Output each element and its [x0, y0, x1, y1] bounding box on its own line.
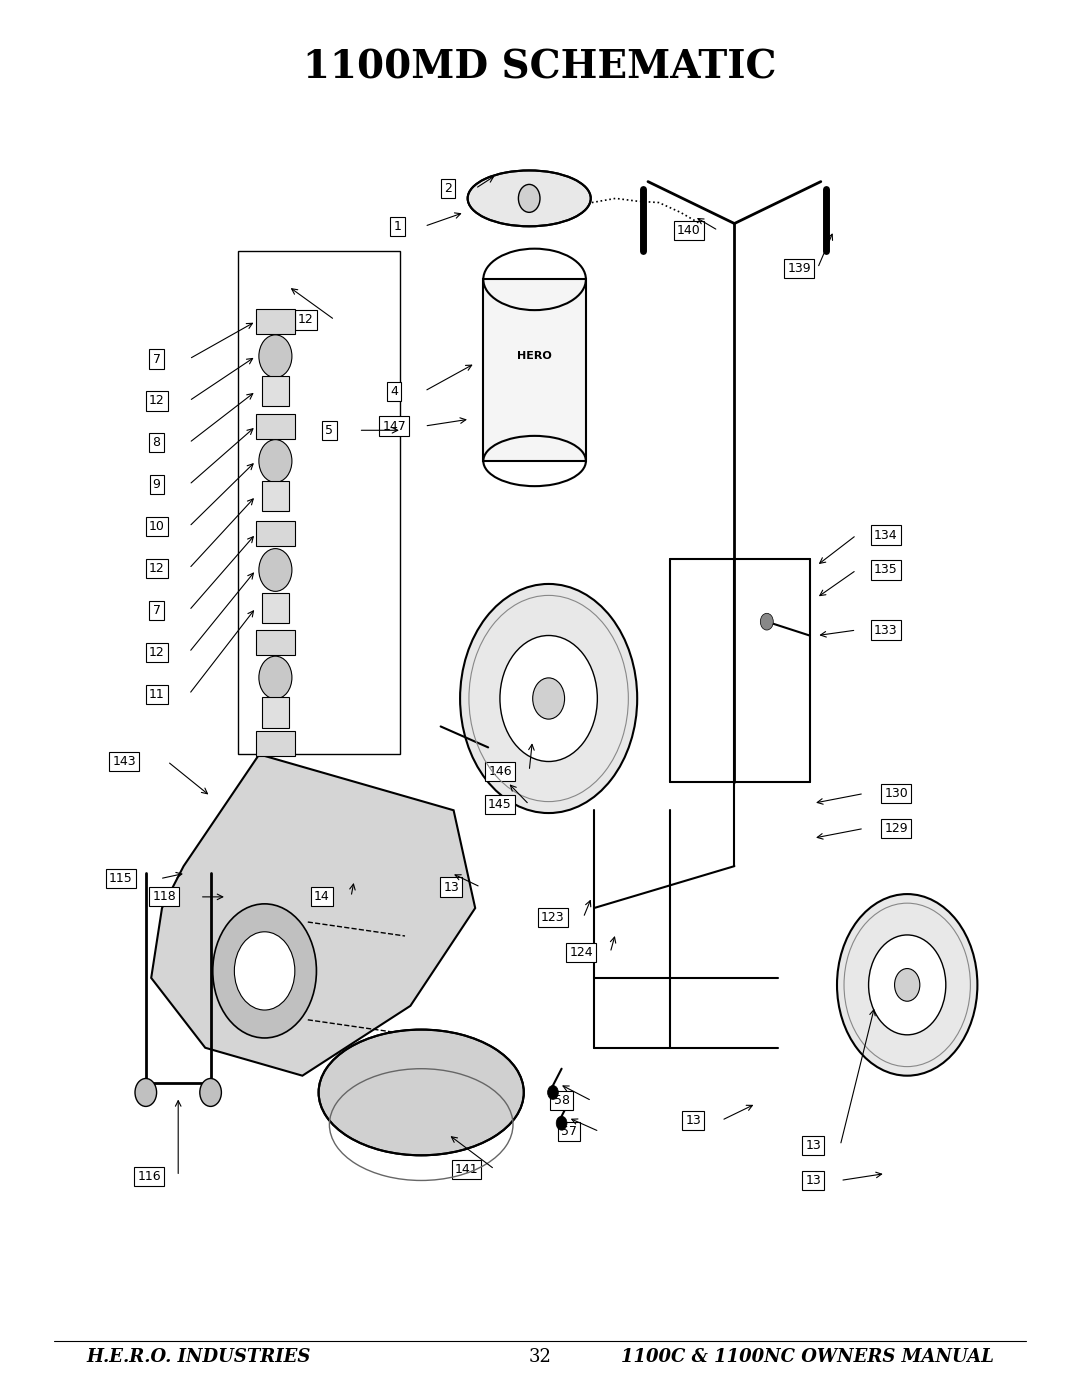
Bar: [256, 414, 295, 439]
Text: 13: 13: [806, 1173, 821, 1187]
Circle shape: [259, 549, 292, 591]
Text: 32: 32: [528, 1348, 552, 1366]
Text: 129: 129: [885, 821, 908, 835]
Circle shape: [518, 184, 540, 212]
Bar: [256, 630, 295, 655]
Text: 135: 135: [874, 563, 897, 577]
Text: 13: 13: [444, 880, 459, 894]
Circle shape: [760, 613, 773, 630]
Bar: [261, 697, 289, 728]
Text: 8: 8: [152, 436, 161, 450]
Text: 5: 5: [325, 423, 334, 437]
Text: 10: 10: [149, 520, 164, 534]
Text: 12: 12: [298, 313, 313, 327]
Text: 123: 123: [541, 911, 565, 925]
Circle shape: [532, 678, 565, 719]
Text: 1100MD SCHEMATIC: 1100MD SCHEMATIC: [303, 49, 777, 87]
Circle shape: [548, 1085, 558, 1099]
Text: 13: 13: [686, 1113, 701, 1127]
Text: 57: 57: [562, 1125, 577, 1139]
Text: 147: 147: [382, 419, 406, 433]
Circle shape: [259, 335, 292, 377]
Text: 115: 115: [109, 872, 133, 886]
Circle shape: [234, 932, 295, 1010]
Bar: [256, 521, 295, 546]
Text: 141: 141: [455, 1162, 478, 1176]
Text: 145: 145: [488, 798, 512, 812]
Text: 1100C & 1100NC OWNERS MANUAL: 1100C & 1100NC OWNERS MANUAL: [621, 1348, 994, 1366]
Circle shape: [200, 1078, 221, 1106]
Text: 139: 139: [787, 261, 811, 275]
Text: 130: 130: [885, 787, 908, 800]
Bar: [261, 481, 289, 511]
Text: 143: 143: [112, 754, 136, 768]
Circle shape: [556, 1116, 567, 1130]
Text: 124: 124: [569, 946, 593, 960]
Circle shape: [868, 935, 946, 1035]
Text: 9: 9: [152, 478, 161, 492]
Bar: [484, 279, 585, 461]
Bar: [256, 731, 295, 756]
Text: H.E.R.O. INDUSTRIES: H.E.R.O. INDUSTRIES: [86, 1348, 311, 1366]
Text: 146: 146: [488, 764, 512, 778]
Circle shape: [259, 657, 292, 698]
Text: 12: 12: [149, 645, 164, 659]
Circle shape: [837, 894, 977, 1076]
Bar: [261, 592, 289, 623]
Ellipse shape: [319, 1030, 524, 1155]
Circle shape: [259, 440, 292, 482]
Text: 4: 4: [390, 384, 399, 398]
Circle shape: [213, 904, 316, 1038]
Text: 7: 7: [152, 604, 161, 617]
Text: 133: 133: [874, 623, 897, 637]
Ellipse shape: [468, 170, 591, 226]
Bar: [261, 376, 289, 407]
Bar: [256, 309, 295, 334]
Text: 134: 134: [874, 528, 897, 542]
Text: 118: 118: [152, 890, 176, 904]
Polygon shape: [151, 754, 475, 1076]
Text: 1: 1: [393, 219, 402, 233]
Text: 58: 58: [554, 1094, 569, 1108]
Circle shape: [460, 584, 637, 813]
Text: 12: 12: [149, 394, 164, 408]
Text: 7: 7: [152, 352, 161, 366]
Text: 11: 11: [149, 687, 164, 701]
Text: 13: 13: [806, 1139, 821, 1153]
Text: 140: 140: [677, 224, 701, 237]
Circle shape: [135, 1078, 157, 1106]
Bar: [238, 251, 400, 754]
Text: HERO: HERO: [517, 351, 552, 362]
Circle shape: [500, 636, 597, 761]
Text: 116: 116: [137, 1169, 161, 1183]
Text: 12: 12: [149, 562, 164, 576]
Circle shape: [894, 968, 920, 1002]
Text: 2: 2: [444, 182, 453, 196]
Text: 14: 14: [314, 890, 329, 904]
